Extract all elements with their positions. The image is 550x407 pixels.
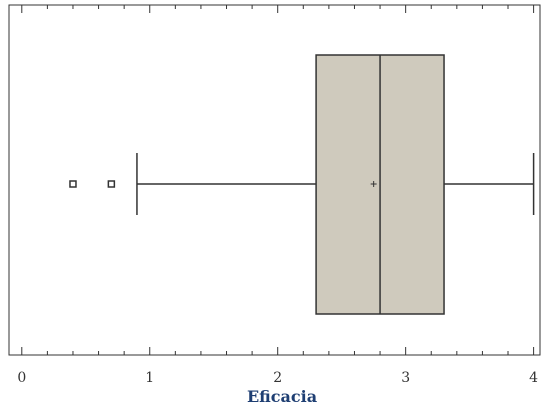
plot-frame — [8, 4, 541, 356]
x-axis-title: Eficacia — [247, 387, 317, 406]
box-layer — [69, 54, 535, 315]
x-axis-ticks: 0 1 2 3 4 — [17, 5, 538, 386]
x-tick-label: 1 — [145, 370, 154, 386]
outlier-point — [107, 180, 116, 188]
outlier-point — [69, 180, 77, 188]
x-tick-label: 3 — [401, 370, 410, 386]
x-tick-label: 4 — [529, 370, 538, 386]
x-tick-label: 2 — [273, 370, 282, 386]
x-tick-label: 0 — [17, 370, 26, 386]
